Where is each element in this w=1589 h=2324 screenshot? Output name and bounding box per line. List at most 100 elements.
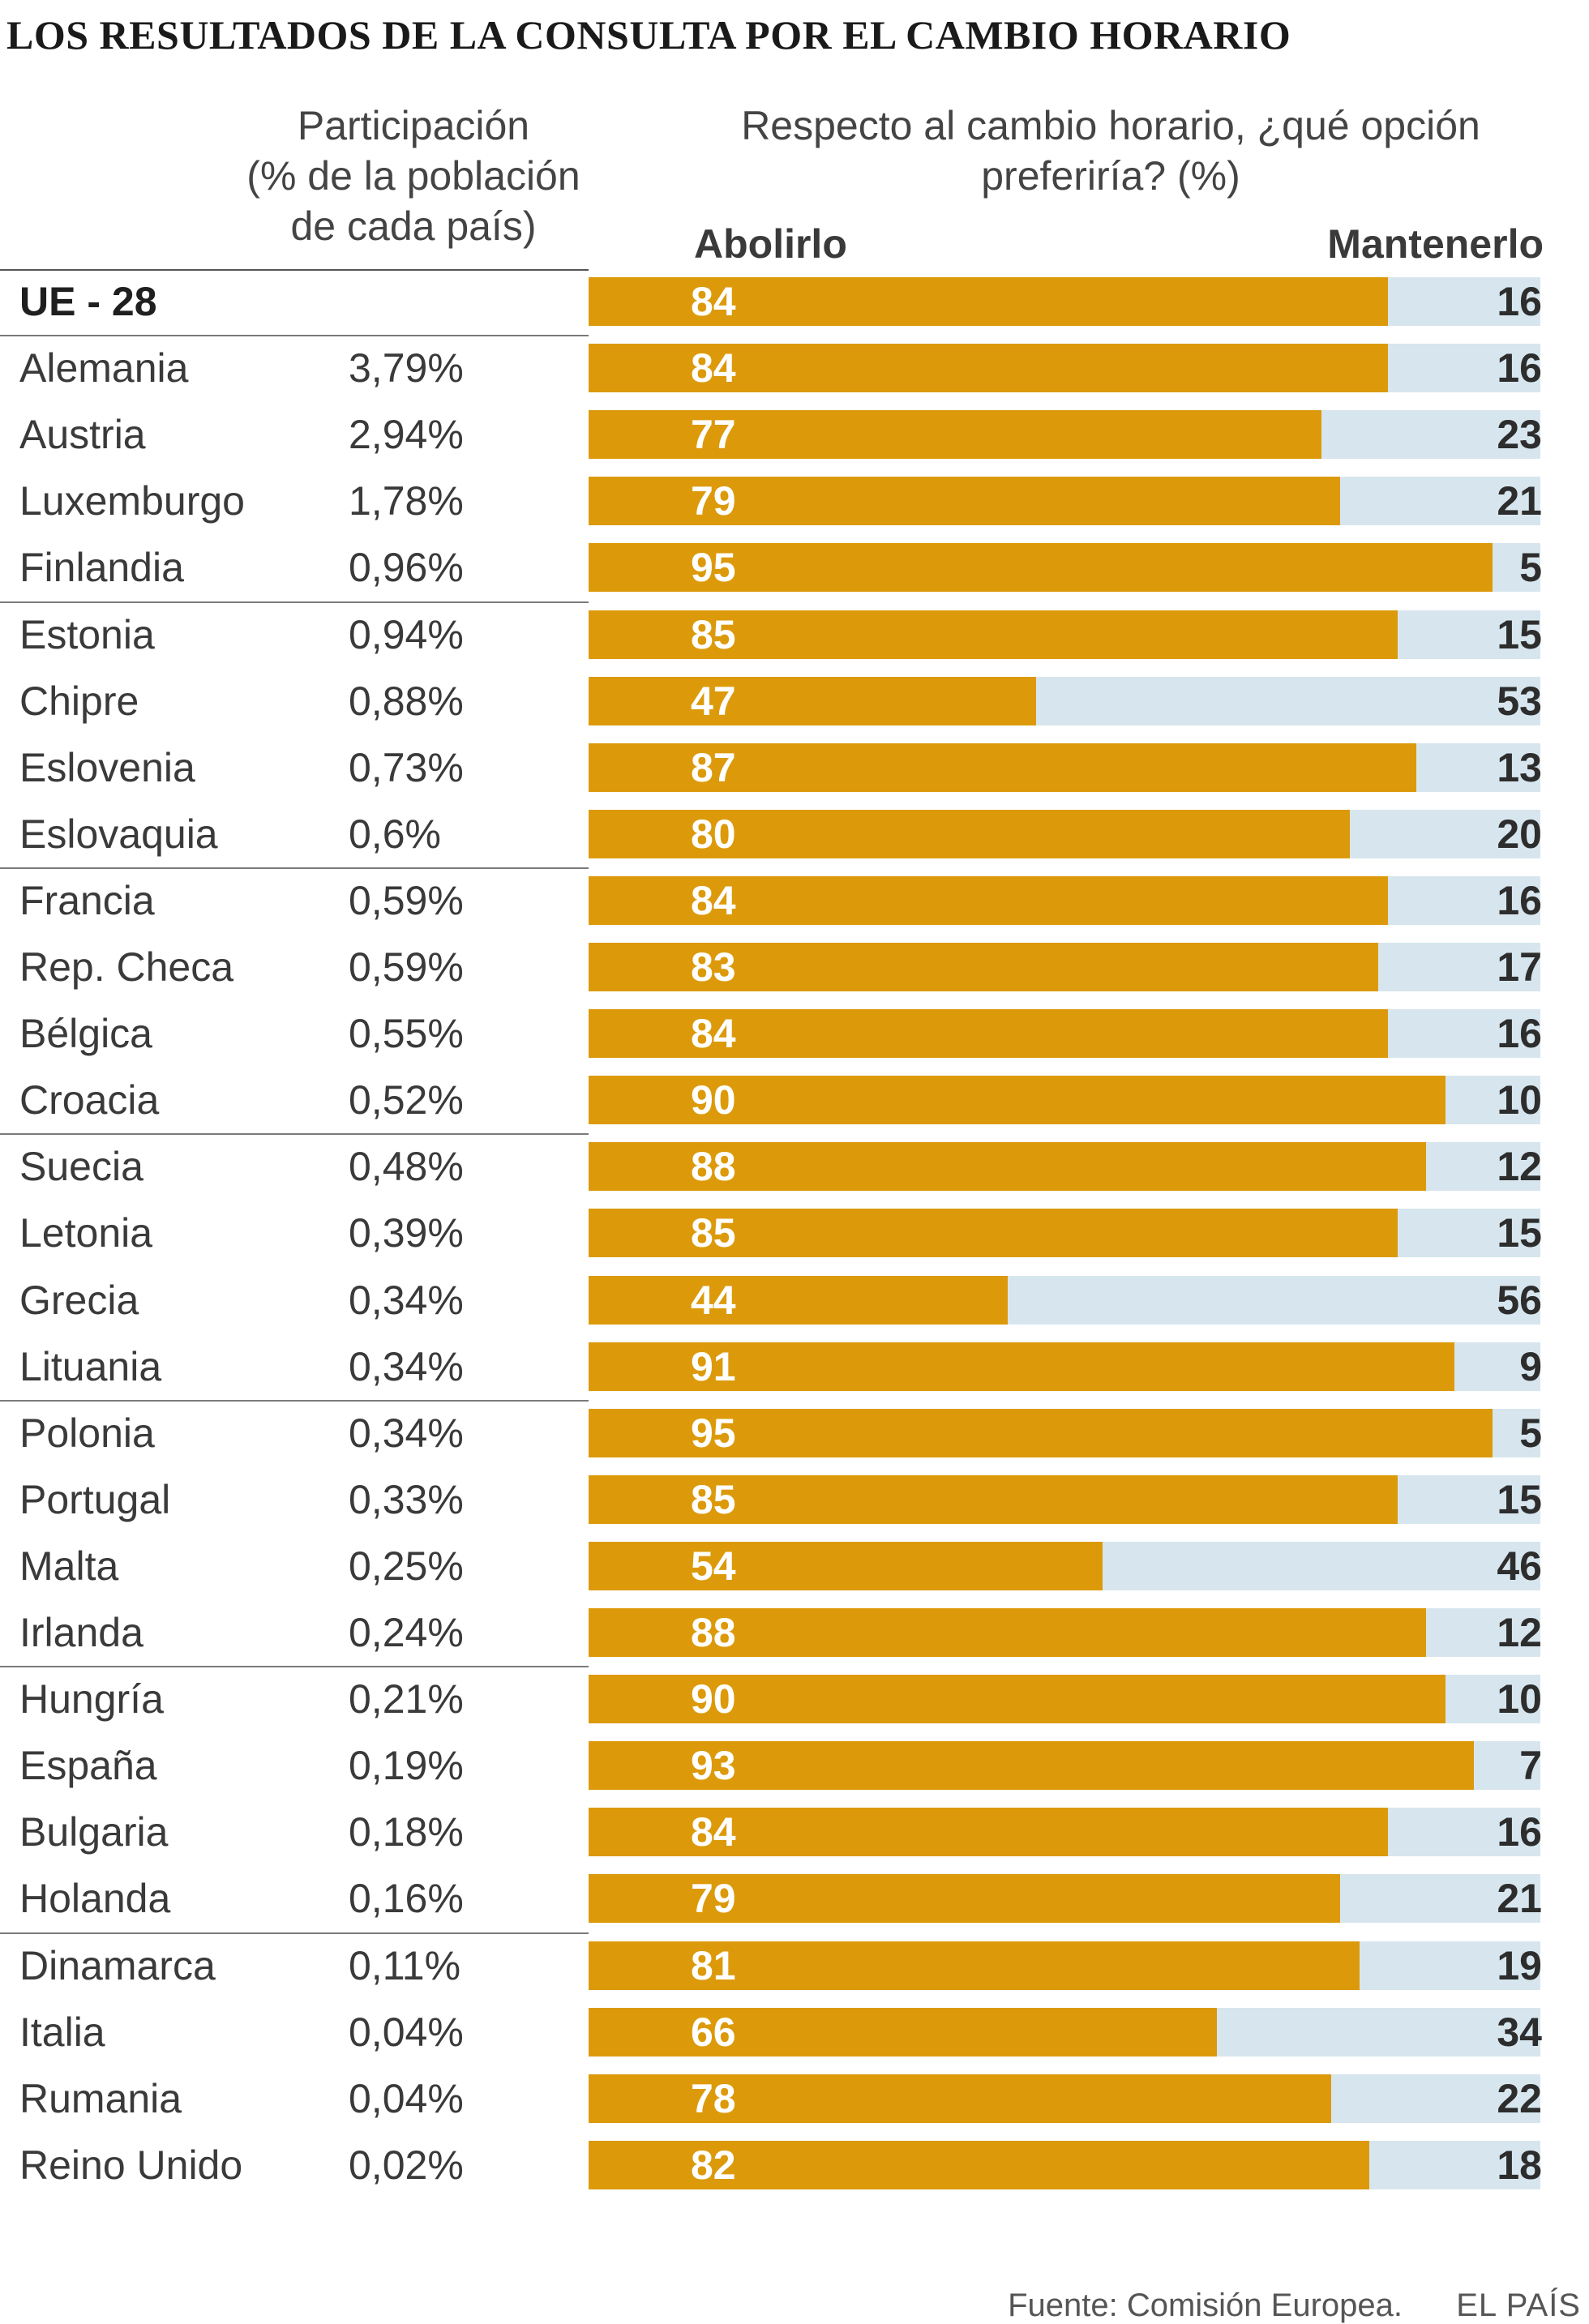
keep-value-label: 16: [1497, 877, 1542, 923]
keep-bar: [1340, 1874, 1540, 1924]
participation-value: 0,96%: [349, 545, 464, 591]
abolish-value-label: 79: [691, 478, 736, 524]
keep-value-label: 5: [1519, 1410, 1542, 1456]
participation-header: Participación (% de la población de cada…: [203, 101, 624, 251]
keep-value-label: 18: [1497, 2142, 1542, 2188]
keep-value-label: 46: [1497, 1543, 1542, 1589]
keep-value-label: 10: [1497, 1077, 1542, 1123]
keep-value-label: 12: [1497, 1610, 1542, 1655]
participation-header-line: de cada país): [290, 203, 537, 249]
keep-value-label: 16: [1497, 1809, 1542, 1855]
participation-value: 0,02%: [349, 2142, 464, 2188]
abolish-value-label: 84: [691, 279, 736, 324]
participation-value: 0,16%: [349, 1876, 464, 1922]
country-label: Letonia: [19, 1210, 153, 1256]
abolish-bar: [589, 1808, 1389, 1857]
participation-value: 0,25%: [349, 1543, 464, 1589]
group-divider: [0, 1666, 589, 1668]
abolish-value-label: 78: [691, 2075, 736, 2121]
participation-value: 0,24%: [349, 1610, 464, 1655]
keep-bar: [1473, 1741, 1540, 1791]
abolish-legend-label: Abolirlo: [694, 221, 847, 267]
abolish-bar: [589, 1408, 1493, 1457]
abolish-bar: [589, 875, 1389, 925]
abolish-value-label: 44: [691, 1277, 736, 1323]
keep-value-label: 23: [1497, 412, 1542, 458]
participation-value: 0,52%: [349, 1077, 464, 1123]
abolish-bar: [589, 743, 1417, 792]
abolish-value-label: 84: [691, 1011, 736, 1057]
participation-value: 0,04%: [349, 2075, 464, 2121]
participation-value: 0,33%: [349, 1476, 464, 1522]
country-row: Holanda 0,16% 79 21: [0, 1874, 1589, 1924]
keep-value-label: 22: [1497, 2075, 1542, 2121]
keep-bar: [1493, 543, 1540, 593]
participation-header-line: Participación: [297, 103, 530, 148]
country-row: Dinamarca 0,11% 81 19: [0, 1941, 1589, 1990]
participation-value: 0,21%: [349, 1676, 464, 1723]
group-divider: [0, 1133, 589, 1136]
chart-title: LOS RESULTADOS DE LA CONSULTA POR EL CAM…: [6, 12, 1291, 58]
keep-bar: [1445, 1076, 1540, 1125]
participation-value: 0,19%: [349, 1743, 464, 1789]
country-label: Italia: [19, 2009, 105, 2055]
participation-value: 0,34%: [349, 1410, 464, 1456]
keep-value-label: 19: [1497, 1942, 1542, 1988]
keep-value-label: 13: [1497, 744, 1542, 790]
country-label: Eslovenia: [19, 744, 195, 790]
country-label: España: [19, 1743, 157, 1789]
keep-value-label: 20: [1497, 811, 1542, 857]
country-label: Francia: [19, 877, 155, 923]
keep-bar: [1007, 1275, 1540, 1325]
keep-value-label: 34: [1497, 2009, 1542, 2055]
keep-value-label: 7: [1519, 1743, 1542, 1789]
keep-bar: [1368, 2140, 1540, 2189]
country-label: Reino Unido: [19, 2142, 243, 2188]
participation-value: 3,79%: [349, 345, 464, 392]
country-label: Rep. Checa: [19, 944, 234, 990]
keep-value-label: 17: [1497, 944, 1542, 990]
group-divider: [0, 867, 589, 869]
abolish-value-label: 91: [691, 1343, 736, 1389]
country-label: Finlandia: [19, 545, 184, 591]
abolish-bar: [589, 477, 1341, 526]
country-label: Hungría: [19, 1676, 164, 1723]
group-divider: [0, 1399, 589, 1402]
participation-value: 0,48%: [349, 1144, 464, 1190]
country-label: Bulgaria: [19, 1809, 169, 1855]
abolish-bar: [589, 277, 1389, 326]
abolish-value-label: 85: [691, 1476, 736, 1522]
country-label: Alemania: [19, 345, 189, 392]
abolish-value-label: 84: [691, 345, 736, 392]
country-label: Grecia: [19, 1277, 139, 1323]
participation-value: 0,11%: [349, 1942, 461, 1988]
country-row: Rep. Checa 0,59% 83 17: [0, 943, 1589, 991]
abolish-bar: [589, 1275, 1008, 1325]
participation-value: 0,59%: [349, 877, 464, 923]
option-header-line: preferiría? (%): [981, 153, 1240, 199]
participation-value: 0,34%: [349, 1277, 464, 1323]
country-row: Irlanda 0,24% 88 12: [0, 1608, 1589, 1657]
abolish-value-label: 84: [691, 1809, 736, 1855]
country-row: Estonia 0,94% 85 15: [0, 610, 1589, 659]
keep-value-label: 15: [1497, 1476, 1542, 1522]
country-row: Polonia 0,34% 95 5: [0, 1408, 1589, 1457]
participation-value: 0,04%: [349, 2009, 464, 2055]
participation-value: 0,6%: [349, 811, 441, 857]
abolish-value-label: 80: [691, 811, 736, 857]
source-note: Fuente: Comisión Europea.: [1008, 2288, 1403, 2323]
participation-value: 0,34%: [349, 1343, 464, 1389]
keep-value-label: 15: [1497, 1210, 1542, 1256]
keep-bar: [1426, 1608, 1540, 1657]
abolish-bar: [589, 1874, 1341, 1924]
keep-bar: [1340, 477, 1540, 526]
keep-bar: [1321, 410, 1540, 460]
country-label: Malta: [19, 1543, 119, 1589]
keep-bar: [1035, 676, 1540, 725]
abolish-value-label: 54: [691, 1543, 736, 1589]
participation-value: 0,55%: [349, 1011, 464, 1057]
abolish-bar: [589, 1076, 1446, 1125]
abolish-bar: [589, 2007, 1217, 2057]
keep-bar: [1388, 1009, 1540, 1059]
